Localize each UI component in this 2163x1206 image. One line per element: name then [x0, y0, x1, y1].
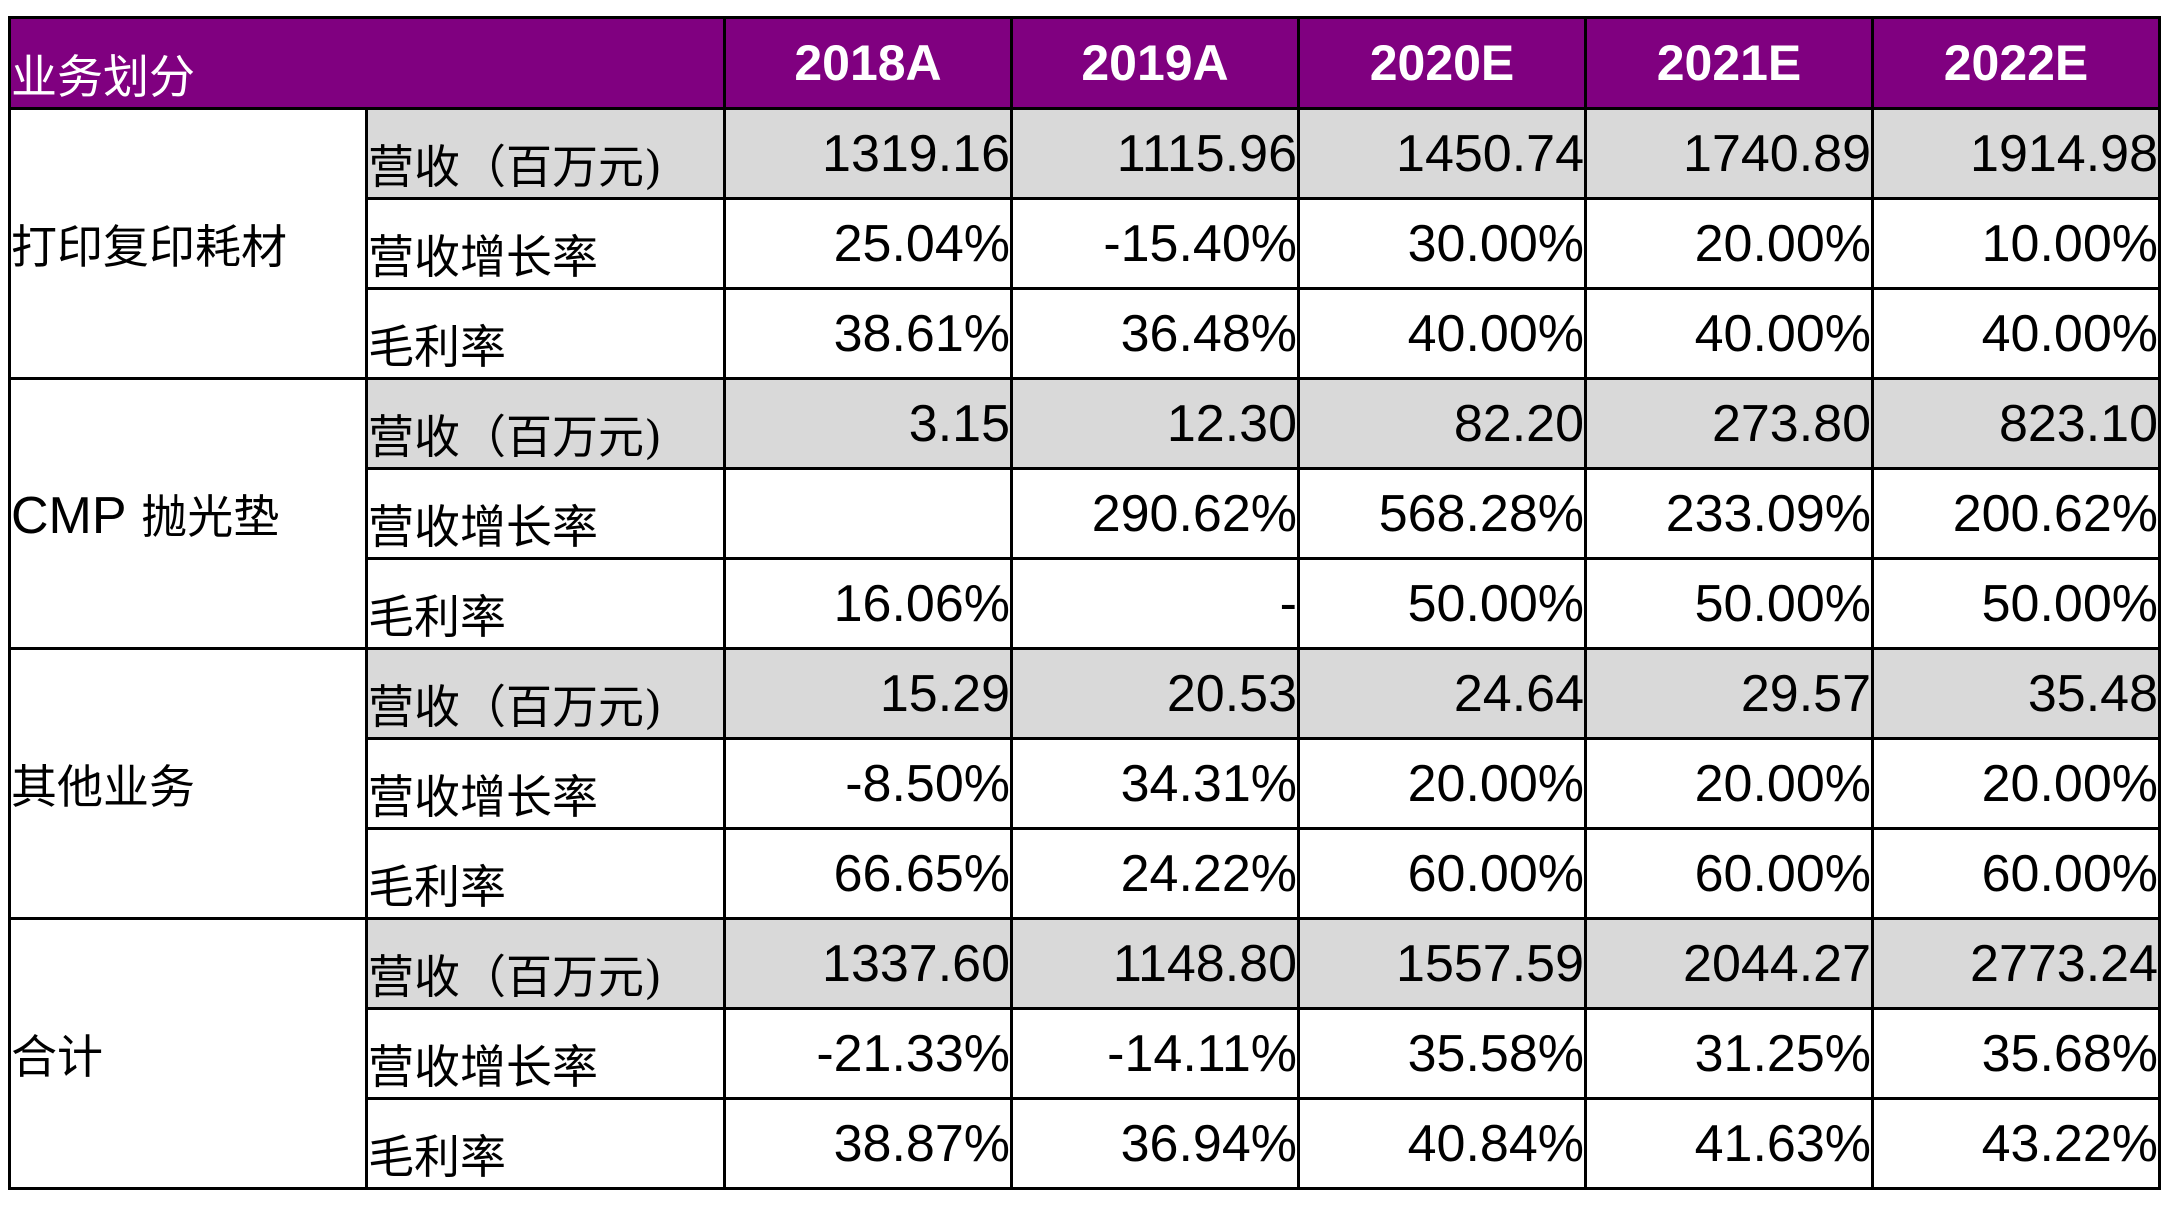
table-cell: 60.00% [1871, 827, 2161, 920]
table-cell: 35.68% [1871, 1007, 2161, 1100]
table-cell: 36.48% [1010, 287, 1300, 380]
table-cell: 20.53 [1010, 647, 1300, 740]
table-cell: 1319.16 [723, 107, 1013, 200]
header-year-2020e: 2020E [1297, 16, 1587, 110]
table-row: 合计 营收（百万元) 1337.60 1148.80 1557.59 2044.… [8, 917, 2161, 1190]
table-cell: -21.33% [723, 1007, 1013, 1100]
table-row: 毛利率 16.06% - 50.00% 50.00% 50.00% [10, 557, 2161, 650]
header-business-segment: 业务划分 [8, 16, 726, 110]
table-cell: 25.04% [723, 197, 1013, 290]
table-cell: 200.62% [1871, 467, 2161, 560]
segment-label-other-business: 其他业务 [8, 647, 368, 920]
table-cell: 823.10 [1871, 377, 2161, 470]
metric-label-revenue: 营收（百万元) [365, 107, 726, 200]
table-cell: 82.20 [1297, 377, 1587, 470]
header-row: 业务划分 2018A 2019A 2020E 2021E 2022E [8, 16, 2161, 110]
table-cell: 15.29 [723, 647, 1013, 740]
table-cell: 12.30 [1010, 377, 1300, 470]
table-cell: - [1010, 557, 1300, 650]
table-row: 其他业务 营收（百万元) 15.29 20.53 24.64 29.57 35.… [8, 647, 2161, 920]
segment-label-consumables: 打印复印耗材 [8, 107, 368, 380]
table-cell: 35.58% [1297, 1007, 1587, 1100]
table-cell: 50.00% [1584, 557, 1874, 650]
table-row: 毛利率 38.87% 36.94% 40.84% 41.63% 43.22% [10, 1097, 2161, 1190]
header-year-2022e: 2022E [1871, 16, 2161, 110]
table-cell: 290.62% [1010, 467, 1300, 560]
table-row: 毛利率 38.61% 36.48% 40.00% 40.00% 40.00% [10, 287, 2161, 380]
table-cell: 10.00% [1871, 197, 2161, 290]
metric-label-gross-margin: 毛利率 [365, 287, 726, 380]
metric-label-revenue-growth: 营收增长率 [365, 737, 726, 830]
table-cell: 60.00% [1584, 827, 1874, 920]
table-cell: 20.00% [1871, 737, 2161, 830]
metric-label-revenue: 营收（百万元) [365, 917, 726, 1010]
metric-label-revenue: 营收（百万元) [365, 377, 726, 470]
table-cell: 1914.98 [1871, 107, 2161, 200]
table-cell: 1148.80 [1010, 917, 1300, 1010]
metric-label-revenue-growth: 营收增长率 [365, 1007, 726, 1100]
table-cell: 35.48 [1871, 647, 2161, 740]
segment-label-total: 合计 [8, 917, 368, 1190]
metric-label-revenue: 营收（百万元) [365, 647, 726, 740]
business-forecast-table: 业务划分 2018A 2019A 2020E 2021E 2022E 打印复印耗… [8, 16, 2161, 1190]
table-row: 打印复印耗材 营收（百万元) 1319.16 1115.96 1450.74 1… [8, 107, 2161, 380]
table-cell: 1740.89 [1584, 107, 1874, 200]
table-cell: -8.50% [723, 737, 1013, 830]
metric-label-gross-margin: 毛利率 [365, 827, 726, 920]
table-cell: 30.00% [1297, 197, 1587, 290]
segment-label-cmp-pad: CMP 抛光垫 [8, 377, 368, 650]
table-cell [723, 467, 1013, 560]
segment-label-cmp-latin: CMP [11, 486, 127, 545]
table-cell: 24.64 [1297, 647, 1587, 740]
metric-label-gross-margin: 毛利率 [365, 1097, 726, 1190]
table-row: 营收增长率 25.04% -15.40% 30.00% 20.00% 10.00… [10, 197, 2161, 290]
table-cell: 3.15 [723, 377, 1013, 470]
table-row: 营收增长率 290.62% 568.28% 233.09% 200.62% [10, 467, 2161, 560]
table-cell: 41.63% [1584, 1097, 1874, 1190]
table-cell: -15.40% [1010, 197, 1300, 290]
header-year-2019a: 2019A [1010, 16, 1300, 110]
table-cell: 38.87% [723, 1097, 1013, 1190]
table-cell: 273.80 [1584, 377, 1874, 470]
table-cell: 66.65% [723, 827, 1013, 920]
table-cell: 16.06% [723, 557, 1013, 650]
table-cell: -14.11% [1010, 1007, 1300, 1100]
table-cell: 40.00% [1297, 287, 1587, 380]
table-cell: 43.22% [1871, 1097, 2161, 1190]
table-cell: 24.22% [1010, 827, 1300, 920]
metric-label-revenue-growth: 营收增长率 [365, 467, 726, 560]
table-cell: 20.00% [1584, 737, 1874, 830]
metric-label-revenue-growth: 营收增长率 [365, 197, 726, 290]
table-cell: 1337.60 [723, 917, 1013, 1010]
table-cell: 38.61% [723, 287, 1013, 380]
table-cell: 31.25% [1584, 1007, 1874, 1100]
forecast-table-container: 业务划分 2018A 2019A 2020E 2021E 2022E 打印复印耗… [8, 16, 2161, 1190]
table-cell: 40.00% [1584, 287, 1874, 380]
table-row: 营收增长率 -21.33% -14.11% 35.58% 31.25% 35.6… [10, 1007, 2161, 1100]
segment-label-cmp-cjk: 抛光垫 [141, 489, 280, 544]
table-cell: 29.57 [1584, 647, 1874, 740]
table-cell: 1115.96 [1010, 107, 1300, 200]
metric-label-gross-margin: 毛利率 [365, 557, 726, 650]
table-row: 毛利率 66.65% 24.22% 60.00% 60.00% 60.00% [10, 827, 2161, 920]
table-row: CMP 抛光垫 营收（百万元) 3.15 12.30 82.20 273.80 … [8, 377, 2161, 650]
table-cell: 40.00% [1871, 287, 2161, 380]
table-cell: 40.84% [1297, 1097, 1587, 1190]
table-cell: 568.28% [1297, 467, 1587, 560]
table-cell: 36.94% [1010, 1097, 1300, 1190]
table-cell: 50.00% [1871, 557, 2161, 650]
table-cell: 1450.74 [1297, 107, 1587, 200]
table-cell: 233.09% [1584, 467, 1874, 560]
table-cell: 2773.24 [1871, 917, 2161, 1010]
header-year-2021e: 2021E [1584, 16, 1874, 110]
table-cell: 2044.27 [1584, 917, 1874, 1010]
table-cell: 1557.59 [1297, 917, 1587, 1010]
table-row: 营收增长率 -8.50% 34.31% 20.00% 20.00% 20.00% [10, 737, 2161, 830]
table-cell: 60.00% [1297, 827, 1587, 920]
table-cell: 34.31% [1010, 737, 1300, 830]
table-cell: 50.00% [1297, 557, 1587, 650]
table-cell: 20.00% [1584, 197, 1874, 290]
table-cell: 20.00% [1297, 737, 1587, 830]
header-year-2018a: 2018A [723, 16, 1013, 110]
